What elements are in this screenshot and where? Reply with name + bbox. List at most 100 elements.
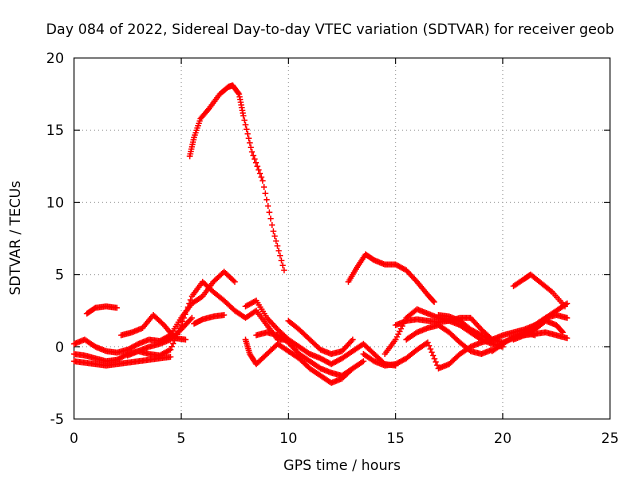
data-point <box>187 296 194 303</box>
data-point <box>271 233 278 240</box>
data-point <box>281 267 288 274</box>
data-point <box>240 112 247 119</box>
data-point <box>430 298 437 305</box>
data-point <box>426 342 433 349</box>
data-point <box>561 303 568 310</box>
series-arc-low-2h <box>83 303 120 317</box>
data-point <box>262 190 269 197</box>
data-point <box>167 353 174 360</box>
data-point <box>269 221 276 228</box>
y-tick-label: 0 <box>55 340 64 356</box>
data-point <box>427 345 434 352</box>
data-point <box>274 242 281 249</box>
data-point <box>255 166 262 173</box>
data-point <box>261 184 268 191</box>
data-point <box>221 312 228 319</box>
data-point <box>360 358 367 365</box>
data-point <box>182 336 189 343</box>
y-tick-label: 20 <box>46 51 64 67</box>
series-arc-t <box>510 271 568 310</box>
series-arc-k <box>345 251 438 306</box>
data-point <box>242 121 249 128</box>
data-point <box>244 130 251 137</box>
data-point <box>241 117 248 124</box>
y-tick-label: 10 <box>46 195 64 211</box>
data-point <box>251 156 258 163</box>
chart-title: Day 084 of 2022, Sidereal Day-to-day VTE… <box>46 22 614 38</box>
series-arc-peak <box>186 82 288 274</box>
series-arc-c <box>71 353 174 369</box>
data-point <box>424 339 431 346</box>
x-tick-label: 15 <box>387 431 405 447</box>
data-point <box>231 278 238 285</box>
data-point <box>259 177 266 184</box>
data-point <box>133 341 140 348</box>
x-tick-label: 10 <box>279 431 297 447</box>
data-point <box>266 209 273 216</box>
data-point <box>349 336 356 343</box>
data-point <box>247 144 254 151</box>
data-point <box>170 340 177 347</box>
data-point <box>564 314 571 321</box>
data-point <box>279 262 286 269</box>
data-point <box>395 331 402 338</box>
y-axis-label: SDTVAR / TECUs <box>8 181 24 296</box>
x-tick-label: 5 <box>177 431 186 447</box>
series-arc-b <box>71 268 238 356</box>
data-point <box>251 308 258 315</box>
data-point <box>278 257 285 264</box>
data-point <box>270 228 277 235</box>
grid <box>74 58 610 419</box>
data-point <box>267 215 274 222</box>
data-point <box>205 106 211 113</box>
data-point <box>428 349 435 356</box>
data-point <box>477 331 484 338</box>
data-point <box>256 170 263 177</box>
data-point <box>559 329 566 336</box>
data-point <box>265 203 272 210</box>
series-arc-e <box>124 314 195 359</box>
series-arc-g <box>242 297 399 369</box>
data-point <box>113 304 120 311</box>
data-point <box>230 277 237 284</box>
data-point <box>396 328 403 335</box>
x-axis-label: GPS time / hours <box>283 458 400 474</box>
x-tick-label: 0 <box>70 431 79 447</box>
series-arc-s <box>510 317 566 343</box>
data-point <box>168 343 175 350</box>
data-point <box>254 163 261 170</box>
data-point <box>252 159 259 166</box>
series-arc-i <box>253 329 367 379</box>
data-point <box>393 333 400 340</box>
data-point <box>167 346 174 353</box>
data-point <box>248 148 255 155</box>
x-tick-label: 25 <box>601 431 619 447</box>
data-point <box>198 294 205 301</box>
data-point <box>250 152 257 159</box>
data-point <box>432 358 439 365</box>
y-tick-label: -5 <box>50 412 64 428</box>
data-point <box>243 126 250 133</box>
data-point <box>246 139 253 146</box>
data-point <box>166 347 173 354</box>
data-point <box>235 90 242 97</box>
data-point <box>359 359 366 366</box>
series-arc-f <box>191 312 228 327</box>
data-point <box>258 174 265 181</box>
data-point <box>564 335 571 342</box>
axis-ticks: 0 5 10 15 20 25 -5 0 5 10 15 20 <box>46 51 619 447</box>
data-point <box>397 325 404 332</box>
data-point <box>392 336 399 343</box>
data-point <box>188 314 195 321</box>
data-marks <box>71 82 571 386</box>
series-arc-j <box>285 317 356 358</box>
y-tick-label: 5 <box>55 268 64 284</box>
data-point <box>430 352 437 359</box>
data-point <box>176 327 183 334</box>
x-tick-label: 20 <box>494 431 512 447</box>
data-point <box>434 362 441 369</box>
plot-frame <box>73 57 611 420</box>
data-point <box>275 247 282 254</box>
data-point <box>559 328 566 335</box>
